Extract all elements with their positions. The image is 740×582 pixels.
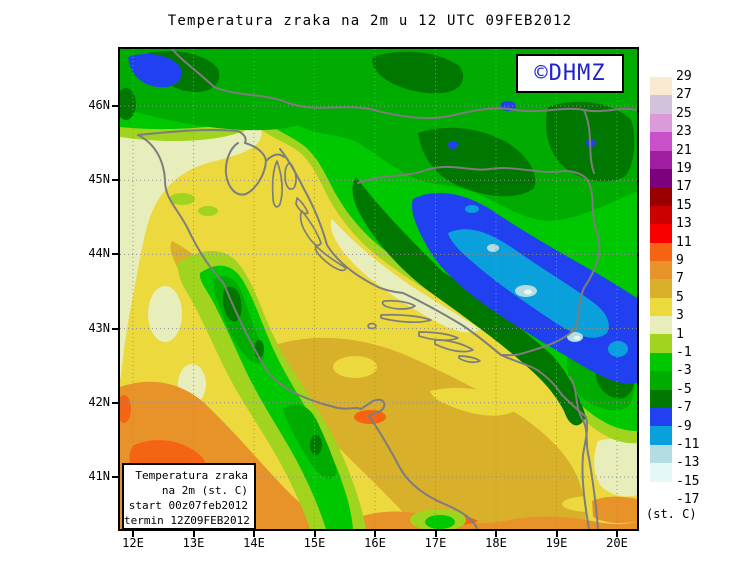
colorbar-swatch bbox=[650, 444, 672, 464]
temperature-map bbox=[120, 49, 637, 529]
colorbar-swatch bbox=[650, 297, 672, 317]
x-axis-label: 16E bbox=[364, 536, 386, 550]
colorbar-swatch bbox=[650, 224, 672, 243]
colorbar-tick-label: 17 bbox=[676, 179, 692, 195]
y-axis-tick bbox=[112, 179, 119, 182]
x-axis-tick bbox=[253, 531, 255, 537]
graticule-grid bbox=[120, 49, 637, 529]
fill-northeast-green-mass bbox=[120, 49, 637, 444]
colorbar-tick-label: -15 bbox=[676, 473, 700, 489]
colorbar-tick-label: -11 bbox=[676, 437, 700, 452]
x-axis-label: 14E bbox=[243, 536, 265, 550]
y-axis-label: 43N bbox=[88, 320, 110, 335]
colorbar-swatch bbox=[650, 371, 672, 390]
colorbar-swatch bbox=[650, 408, 672, 427]
colorbar-swatch bbox=[650, 113, 672, 133]
x-axis-tick bbox=[374, 531, 376, 537]
x-axis-tick bbox=[555, 531, 558, 537]
map-frame bbox=[118, 47, 639, 531]
colorbar-swatch bbox=[650, 242, 672, 261]
colorbar-tick-label: -9 bbox=[676, 418, 692, 434]
colorbar-swatch bbox=[650, 260, 672, 280]
colorbar-tick-label: 11 bbox=[676, 234, 692, 250]
colorbar-tick-label: 29 bbox=[676, 69, 692, 84]
colorbar-tick-label: 1 bbox=[676, 326, 684, 342]
y-axis-tick bbox=[112, 327, 119, 330]
y-axis-label: 44N bbox=[88, 246, 110, 261]
colorbar-swatch bbox=[650, 187, 672, 206]
x-axis-label: 15E bbox=[303, 536, 326, 550]
x-axis-tick bbox=[616, 531, 618, 537]
info-line-1: Temperatura zraka bbox=[135, 469, 248, 482]
colorbar-tick-label: 3 bbox=[676, 308, 684, 324]
info-line-3: start 00z07feb2012 bbox=[128, 499, 248, 512]
colorbar-tick-label: 9 bbox=[676, 253, 684, 268]
y-axis-tick bbox=[112, 105, 119, 107]
colorbar-tick-label: 21 bbox=[676, 142, 692, 158]
x-axis-tick bbox=[192, 531, 195, 537]
colorbar-tick-label: 23 bbox=[676, 124, 692, 140]
colorbar-swatch bbox=[650, 279, 672, 298]
colorbar-tick-label: -5 bbox=[676, 381, 692, 397]
x-axis-label: 18E bbox=[485, 536, 507, 550]
colorbar-swatch bbox=[650, 150, 672, 169]
y-axis-label: 41N bbox=[88, 469, 110, 483]
map-info-box: Temperatura zraka na 2m (st. C) start 00… bbox=[122, 463, 256, 530]
colorbar-tick-label: 15 bbox=[676, 197, 692, 213]
colorbar-unit-label: (st. C) bbox=[646, 507, 697, 521]
colorbar-tick-label: -13 bbox=[676, 455, 700, 471]
colorbar-swatch bbox=[650, 316, 672, 335]
colorbar-tick-label: 19 bbox=[676, 161, 692, 176]
colorbar-tick-label: -3 bbox=[676, 363, 692, 379]
y-axis-label: 42N bbox=[88, 394, 110, 409]
colorbar bbox=[650, 77, 672, 500]
page-title: Temperatura zraka na 2m u 12 UTC 09FEB20… bbox=[167, 13, 573, 29]
colorbar-swatch bbox=[650, 77, 672, 96]
y-axis-tick bbox=[112, 401, 119, 404]
info-line-2: na 2m (st. C) bbox=[161, 484, 248, 497]
colorbar-swatch bbox=[650, 168, 672, 188]
colorbar-tick-label: 27 bbox=[676, 87, 692, 103]
dhmz-watermark-box: ©DHMZ bbox=[516, 54, 624, 93]
dhmz-logo-text: ©DHMZ bbox=[534, 61, 606, 86]
y-axis-tick bbox=[112, 476, 119, 478]
x-axis-label: 20E bbox=[606, 536, 628, 550]
fill-apennine-greens bbox=[169, 193, 466, 529]
info-line-4: termin 12Z09FEB2012 bbox=[124, 514, 250, 527]
colorbar-swatch bbox=[650, 481, 672, 500]
x-axis-label: 12E bbox=[122, 536, 144, 550]
colorbar-swatch bbox=[650, 352, 672, 372]
colorbar-tick-label: -1 bbox=[676, 345, 692, 360]
colorbar-tick-label: 5 bbox=[676, 289, 684, 305]
colorbar-swatch bbox=[650, 426, 672, 445]
x-axis-label: 17E bbox=[424, 536, 447, 550]
y-axis-tick bbox=[112, 253, 119, 256]
colorbar-swatch bbox=[650, 463, 672, 482]
fill-cold-blue-regions bbox=[128, 53, 637, 384]
x-axis-tick bbox=[313, 531, 316, 537]
x-axis-label: 19E bbox=[545, 536, 568, 550]
colorbar-swatch bbox=[650, 389, 672, 409]
y-axis-label: 45N bbox=[88, 172, 110, 187]
colorbar-tick-label: 13 bbox=[676, 216, 692, 232]
y-axis-label: 46N bbox=[88, 98, 110, 112]
x-axis-tick bbox=[495, 531, 497, 537]
colorbar-swatch bbox=[650, 205, 672, 225]
colorbar-swatch bbox=[650, 132, 672, 151]
country-borders bbox=[171, 49, 637, 529]
coastlines bbox=[137, 128, 590, 529]
island-outlines bbox=[271, 160, 481, 364]
colorbar-swatch bbox=[650, 95, 672, 114]
x-axis-tick bbox=[434, 531, 437, 537]
x-axis-tick bbox=[132, 531, 134, 537]
colorbar-swatch bbox=[650, 334, 672, 353]
colorbar-tick-label: 25 bbox=[676, 105, 692, 121]
colorbar-tick-label: 7 bbox=[676, 271, 684, 287]
colorbar-tick-label: -7 bbox=[676, 400, 692, 416]
colorbar-tick-label: -17 bbox=[676, 492, 700, 508]
x-axis-label: 13E bbox=[182, 536, 205, 550]
